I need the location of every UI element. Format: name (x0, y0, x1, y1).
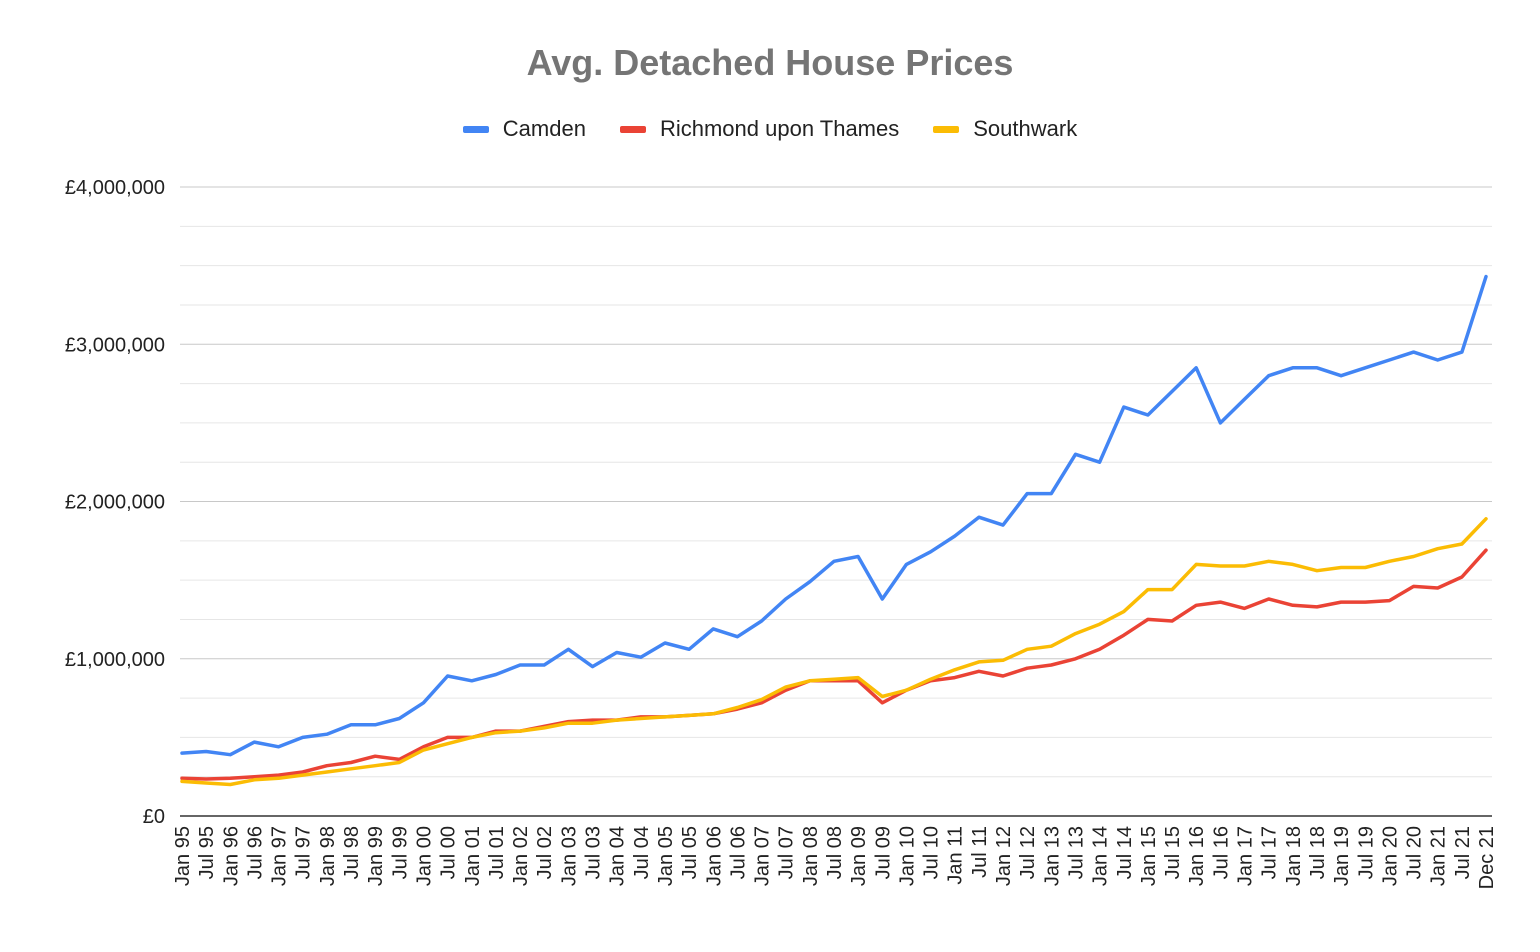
y-tick-label: £4,000,000 (65, 177, 165, 199)
legend-item-southwark: Southwark (933, 116, 1077, 142)
legend-label-richmond: Richmond upon Thames (659, 116, 900, 141)
x-tick-label: Jan 10 (896, 826, 918, 886)
x-tick-label: Jul 16 (1210, 826, 1232, 879)
x-tick-label: Jan 09 (848, 826, 870, 886)
x-tick-label: Jul 20 (1404, 826, 1426, 879)
y-tick-label: £1,000,000 (65, 649, 165, 671)
x-tick-label: Dec 21 (1476, 826, 1498, 889)
y-tick-label: £3,000,000 (65, 334, 165, 356)
x-tick-label: Jan 96 (220, 826, 242, 886)
x-tick-label: Jan 04 (607, 826, 629, 886)
x-tick-label: Jan 17 (1235, 826, 1257, 886)
x-tick-label: Jul 18 (1307, 826, 1329, 879)
x-tick-label: Jan 95 (172, 826, 194, 886)
x-tick-label: Jul 11 (969, 826, 991, 878)
x-tick-label: Jul 03 (583, 826, 605, 879)
x-tick-label: Jul 96 (244, 826, 266, 879)
x-tick-label: Jul 15 (1162, 826, 1184, 879)
x-tick-label: Jan 21 (1428, 826, 1450, 886)
x-tick-label: Jul 00 (438, 826, 460, 879)
series-line-camden (180, 274, 1488, 757)
x-tick-label: Jul 99 (389, 826, 411, 879)
series-line-richmond-upon-thames (180, 548, 1488, 781)
x-tick-label: Jul 21 (1452, 826, 1474, 879)
x-tick-label: Jan 19 (1331, 826, 1353, 886)
x-tick-label: Jan 14 (1090, 826, 1112, 886)
x-tick-label: Jul 12 (1017, 826, 1039, 879)
x-tick-label: Jan 03 (558, 826, 580, 886)
legend-item-richmond: Richmond upon Thames (619, 116, 900, 142)
y-tick-label: £2,000,000 (65, 492, 165, 514)
x-tick-label: Jan 01 (462, 826, 484, 886)
x-tick-label: Jan 16 (1186, 826, 1208, 886)
legend-swatch-camden (462, 125, 489, 133)
series-line-southwark (180, 517, 1488, 787)
legend-label-camden: Camden (502, 116, 586, 141)
x-tick-label: Jul 97 (293, 826, 315, 879)
legend-label-southwark: Southwark (973, 116, 1078, 141)
x-tick-label: Jan 05 (655, 826, 677, 886)
x-tick-label: Jul 04 (631, 826, 653, 879)
y-tick-label: £0 (143, 806, 165, 828)
x-tick-label: Jul 07 (776, 826, 798, 879)
x-tick-label: Jul 13 (1065, 826, 1087, 879)
x-tick-label: Jul 95 (196, 826, 218, 879)
x-tick-label: Jan 00 (413, 826, 435, 886)
x-tick-label: Jan 97 (269, 826, 291, 886)
x-tick-label: Jul 09 (872, 826, 894, 879)
x-tick-label: Jul 17 (1259, 826, 1281, 879)
x-tick-label: Jul 19 (1355, 826, 1377, 879)
x-tick-label: Jan 98 (317, 826, 339, 886)
x-tick-label: Jan 08 (800, 826, 822, 886)
x-tick-label: Jan 15 (1138, 826, 1160, 886)
x-tick-label: Jan 07 (752, 826, 774, 886)
x-tick-label: Jan 99 (365, 826, 387, 886)
legend-swatch-richmond (619, 125, 646, 133)
legend-item-camden: Camden (462, 116, 586, 142)
x-tick-label: Jul 08 (824, 826, 846, 879)
legend: Camden Richmond upon Thames Southwark (0, 116, 1540, 142)
x-tick-label: Jan 06 (703, 826, 725, 886)
legend-swatch-southwark (933, 125, 960, 133)
x-tick-label: Jul 01 (486, 826, 508, 879)
x-tick-label: Jul 06 (727, 826, 749, 879)
x-tick-label: Jan 12 (993, 826, 1015, 886)
x-tick-label: Jan 02 (510, 826, 532, 886)
x-tick-label: Jan 20 (1379, 826, 1401, 886)
x-tick-label: Jul 02 (534, 826, 556, 879)
x-tick-label: Jan 13 (1041, 826, 1063, 886)
x-tick-label: Jul 14 (1114, 826, 1136, 879)
x-tick-label: Jan 18 (1283, 826, 1305, 886)
x-tick-label: Jul 10 (921, 826, 943, 879)
x-tick-label: Jul 98 (341, 826, 363, 879)
x-tick-label: Jul 05 (679, 826, 701, 879)
chart-title: Avg. Detached House Prices (526, 42, 1014, 83)
x-tick-label: Jan 11 (945, 826, 967, 885)
